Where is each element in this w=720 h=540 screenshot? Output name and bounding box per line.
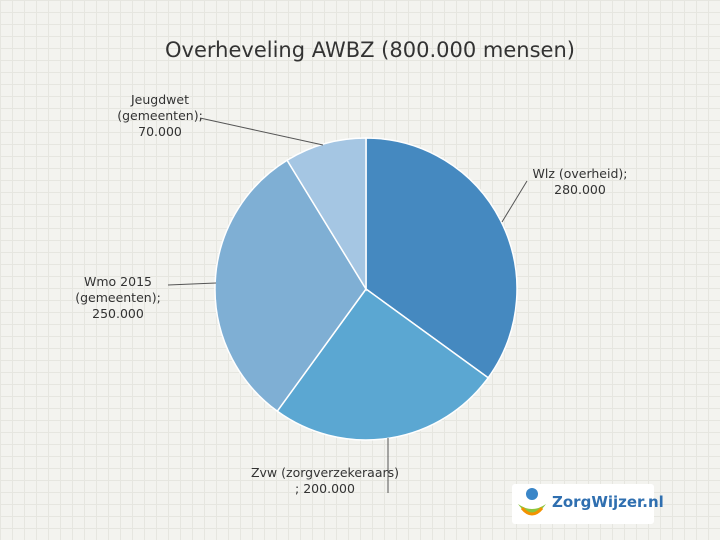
pie-slice [276, 287, 490, 441]
data-label: Wlz (overheid); 280.000 [510, 166, 650, 198]
category-label: Wlz (overheid); [532, 166, 628, 181]
value-label: 250.000 [92, 306, 144, 321]
logo-text: ZorgWijzer.nl [552, 493, 664, 511]
leader-line [501, 180, 528, 223]
pie-slice [286, 137, 367, 292]
logo-icon [518, 488, 546, 516]
chart-title: Overheveling AWBZ (800.000 mensen) [165, 38, 575, 62]
pie-slice [365, 137, 518, 379]
leader-line [199, 117, 324, 146]
data-label: Wmo 2015 (gemeenten); 250.000 [58, 274, 178, 322]
leader-line [167, 282, 217, 286]
category-label: Jeugdwet (gemeenten); [117, 92, 203, 123]
data-label: Zvw (zorgverzekeraars); 200.000 [250, 465, 400, 497]
value-label: ; 200.000 [295, 481, 355, 496]
value-label: 70.000 [138, 124, 182, 139]
value-label: 280.000 [554, 182, 606, 197]
category-label: Wmo 2015 (gemeenten); [75, 274, 161, 305]
logo: ZorgWijzer.nl [512, 484, 664, 524]
data-label: Jeugdwet (gemeenten); 70.000 [100, 92, 220, 140]
category-label: Zvw (zorgverzekeraars) [250, 465, 400, 480]
